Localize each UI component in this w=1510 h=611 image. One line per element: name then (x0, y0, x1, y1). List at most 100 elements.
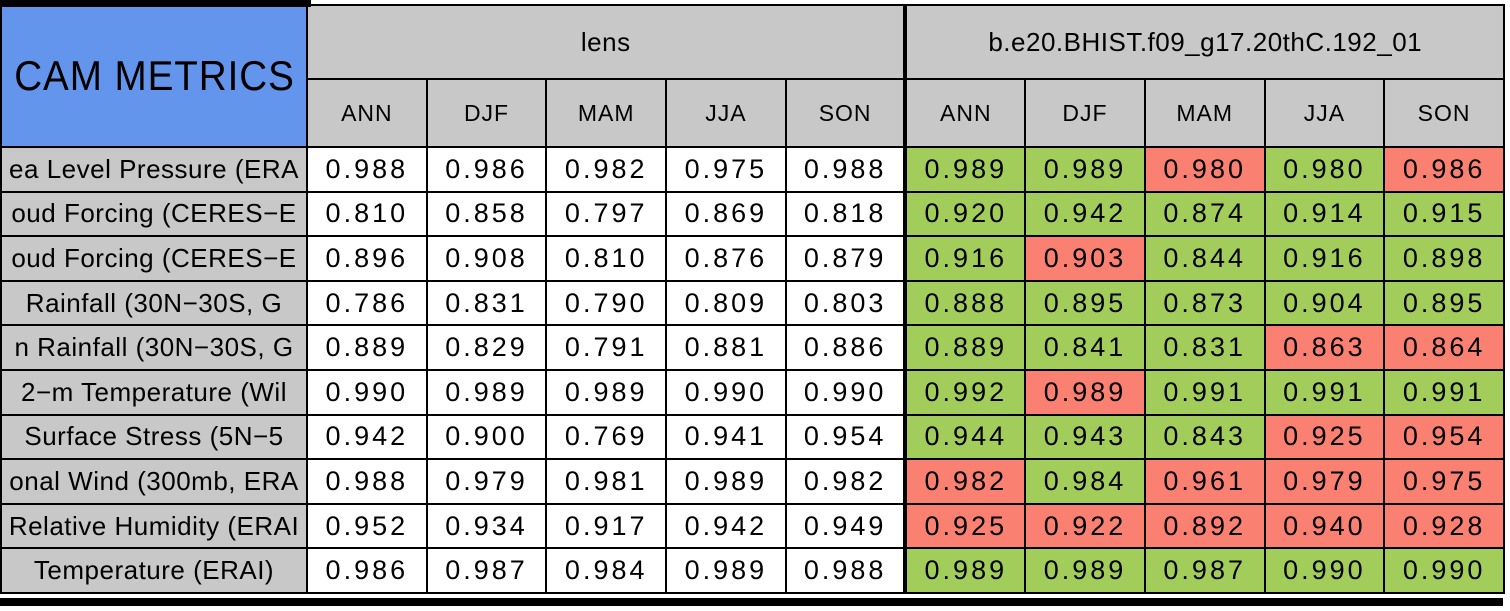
model-value-cell-bad: 0.986 (1383, 146, 1505, 193)
model-value-cell-good: 0.987 (1143, 547, 1266, 594)
lens-value-cell: 0.990 (306, 368, 428, 416)
model-value-cell-good: 0.944 (903, 413, 1027, 461)
lens-value-cell: 0.952 (306, 502, 428, 550)
lens-value-cell: 0.810 (545, 235, 668, 282)
model-value-cell-good: 0.991 (1263, 368, 1386, 416)
lens-value-cell: 0.769 (545, 413, 668, 461)
lens-value-cell: 0.988 (784, 547, 907, 594)
model-value-cell-good: 0.916 (1263, 235, 1386, 282)
metric-row-label: n Rainfall (30N−30S, G (0, 324, 308, 371)
lens-value-cell: 0.786 (306, 279, 428, 327)
lens-value-cell: 0.954 (784, 413, 907, 461)
model-value-cell-good: 0.980 (1263, 146, 1386, 193)
metric-row-label: Rainfall (30N−30S, G (0, 279, 308, 327)
model-value-cell-good: 0.904 (1263, 279, 1386, 327)
lens-value-cell: 0.829 (425, 324, 548, 371)
metric-row-label: 2−m Temperature (Wil (0, 368, 308, 416)
lens-value-cell: 0.881 (665, 324, 787, 371)
model-value-cell-good: 0.942 (1024, 190, 1146, 238)
lens-value-cell: 0.886 (784, 324, 907, 371)
lens-value-cell: 0.810 (306, 190, 428, 238)
lens-value-cell: 0.990 (784, 368, 907, 416)
lens-value-cell: 0.790 (545, 279, 668, 327)
model-value-cell-bad: 0.863 (1263, 324, 1386, 371)
lens-value-cell: 0.988 (306, 146, 428, 193)
model-value-cell-good: 0.989 (903, 547, 1027, 594)
model-value-cell-good: 0.984 (1024, 458, 1146, 505)
lens-value-cell: 0.876 (665, 235, 787, 282)
lens-value-cell: 0.989 (545, 368, 668, 416)
model-value-cell-bad: 0.982 (903, 458, 1027, 505)
lens-value-cell: 0.986 (425, 146, 548, 193)
lens-value-cell: 0.889 (306, 324, 428, 371)
metric-row: Rainfall (30N−30S, G 0.786 0.831 0.790 0.809… (0, 279, 1505, 327)
lens-value-cell: 0.858 (425, 190, 548, 238)
season-header-model-jja: JJA (1263, 78, 1386, 148)
season-header-row: ANN DJF MAM JJA SON ANN DJF MAM JJA SON (1, 78, 1505, 148)
metric-row-label: oud Forcing (CERES−E (0, 190, 308, 238)
lens-value-cell: 0.986 (306, 547, 428, 594)
lens-value-cell: 0.942 (665, 502, 787, 550)
lens-value-cell: 0.934 (425, 502, 548, 550)
lens-value-cell: 0.988 (306, 458, 428, 505)
lens-value-cell: 0.809 (665, 279, 787, 327)
lens-value-cell: 0.879 (784, 235, 907, 282)
model-value-cell-good: 0.989 (903, 146, 1027, 193)
lens-value-cell: 0.941 (665, 413, 787, 461)
metric-row-label: oud Forcing (CERES−E (0, 235, 308, 282)
model-value-cell-good: 0.920 (903, 190, 1027, 238)
model-value-cell-good: 0.844 (1143, 235, 1266, 282)
metric-row-label: ea Level Pressure (ERA (0, 146, 308, 193)
lens-value-cell: 0.989 (425, 368, 548, 416)
model-value-cell-good: 0.895 (1383, 279, 1505, 327)
lens-value-cell: 0.982 (784, 458, 907, 505)
lens-value-cell: 0.791 (545, 324, 668, 371)
model-value-cell-good: 0.991 (1143, 368, 1266, 416)
table-bottom-border-bar (0, 598, 1503, 606)
metric-row: oud Forcing (CERES−E 0.896 0.908 0.810 0.876… (0, 235, 1505, 282)
model-value-cell-good: 0.888 (903, 279, 1027, 327)
group-header-model-run: b.e20.BHIST.f09_g17.20thC.192_01 (903, 4, 1505, 80)
model-value-cell-bad: 0.928 (1383, 502, 1505, 550)
lens-value-cell: 0.989 (665, 458, 787, 505)
model-value-cell-good: 0.991 (1383, 368, 1505, 416)
model-value-cell-good: 0.990 (1263, 547, 1386, 594)
lens-value-cell: 0.803 (784, 279, 907, 327)
model-value-cell-bad: 0.925 (903, 502, 1027, 550)
metrics-table: CAM METRICS lens b.e20.BHIST.f09_g17.20t… (0, 4, 1505, 594)
season-header-model-djf: DJF (1024, 78, 1146, 148)
model-value-cell-good: 0.898 (1383, 235, 1505, 282)
metric-row: Surface Stress (5N−5 0.942 0.900 0.769 0.941… (0, 413, 1505, 461)
season-header-model-ann: ANN (903, 78, 1027, 148)
season-header-lens-mam: MAM (545, 78, 668, 148)
model-value-cell-good: 0.843 (1143, 413, 1266, 461)
model-value-cell-bad: 0.892 (1143, 502, 1266, 550)
model-value-cell-bad: 0.980 (1143, 146, 1266, 193)
model-value-cell-bad: 0.925 (1263, 413, 1386, 461)
model-value-cell-bad: 0.954 (1383, 413, 1505, 461)
model-value-cell-good: 0.889 (903, 324, 1027, 371)
lens-value-cell: 0.900 (425, 413, 548, 461)
metric-row-label: Surface Stress (5N−5 (0, 413, 308, 461)
metric-row-label: onal Wind (300mb, ERA (0, 458, 308, 505)
lens-value-cell: 0.917 (545, 502, 668, 550)
table-title: CAM METRICS (14, 52, 295, 99)
metric-row: oud Forcing (CERES−E 0.810 0.858 0.797 0.869… (0, 190, 1505, 238)
lens-value-cell: 0.818 (784, 190, 907, 238)
model-value-cell-bad: 0.979 (1263, 458, 1386, 505)
lens-value-cell: 0.979 (425, 458, 548, 505)
lens-value-cell: 0.984 (545, 547, 668, 594)
lens-value-cell: 0.981 (545, 458, 668, 505)
lens-value-cell: 0.942 (306, 413, 428, 461)
metric-row: Relative Humidity (ERAI 0.952 0.934 0.917 0.… (0, 502, 1505, 550)
season-header-lens-jja: JJA (665, 78, 787, 148)
model-value-cell-bad: 0.903 (1024, 235, 1146, 282)
model-value-cell-good: 0.915 (1383, 190, 1505, 238)
metric-row-label: Temperature (ERAI) (0, 547, 308, 594)
season-header-lens-son: SON (784, 78, 907, 148)
model-value-cell-good: 0.990 (1383, 547, 1505, 594)
lens-value-cell: 0.797 (545, 190, 668, 238)
lens-value-cell: 0.987 (425, 547, 548, 594)
metric-row: onal Wind (300mb, ERA 0.988 0.979 0.981 0.98… (0, 458, 1505, 505)
